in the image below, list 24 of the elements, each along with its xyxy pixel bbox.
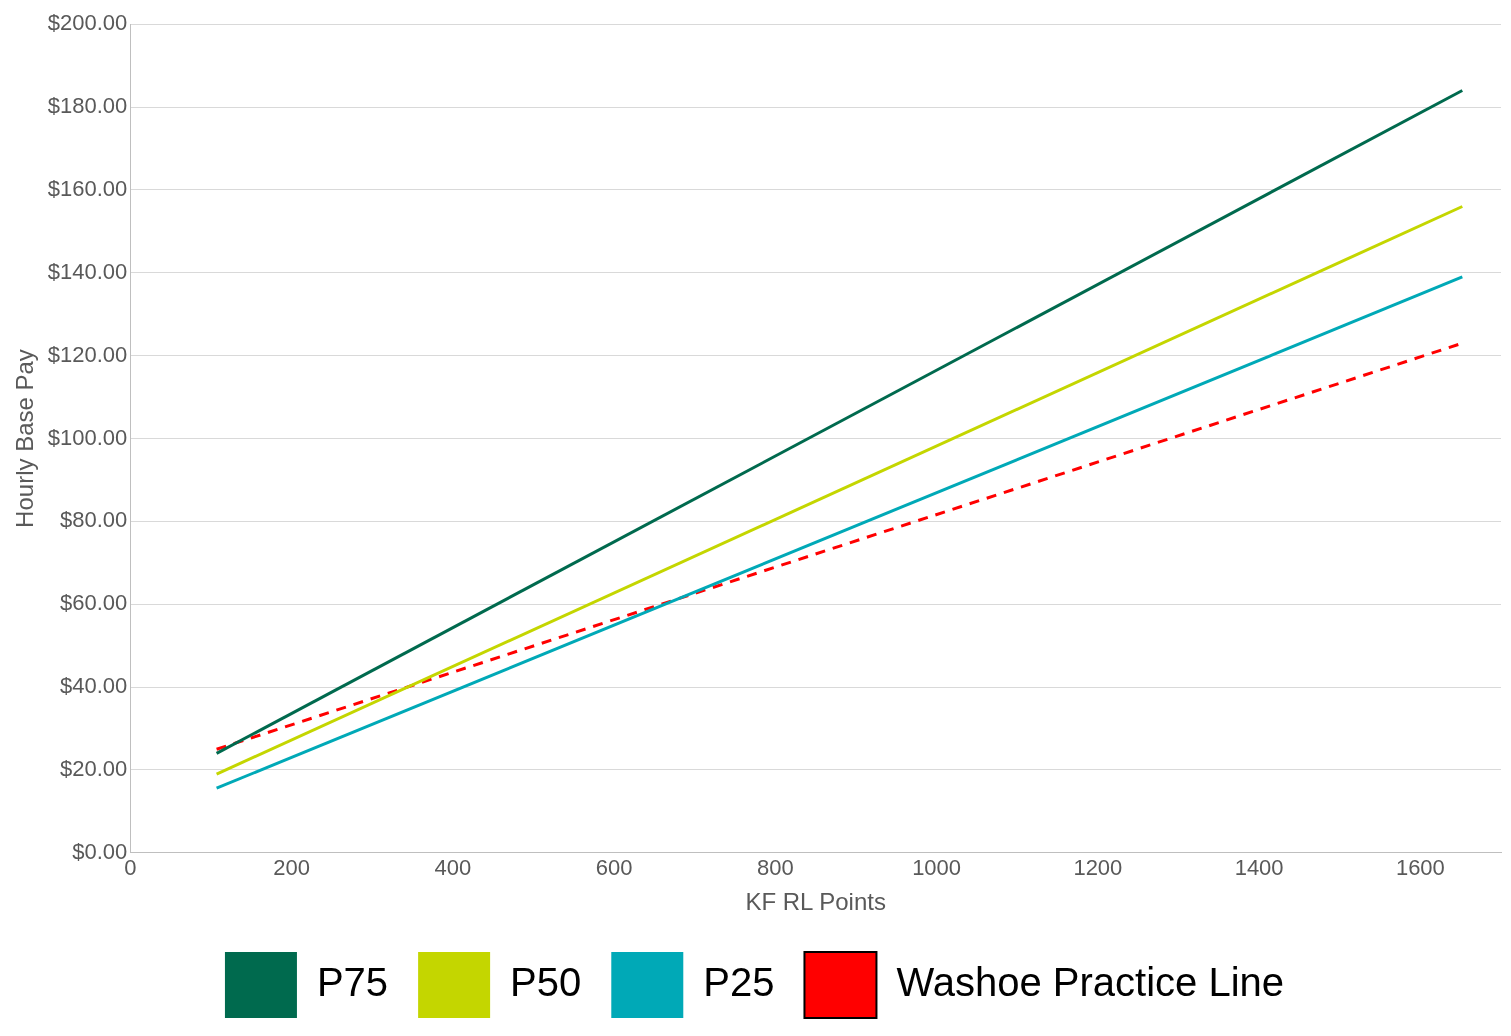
- x-tick-label: 600: [595, 855, 633, 881]
- y-tick-label: $80.00: [60, 507, 128, 533]
- y-tick-label: $140.00: [47, 258, 128, 284]
- y-tick-label: $60.00: [60, 590, 128, 616]
- y-tick-label: $160.00: [47, 175, 128, 201]
- x-tick-label: 400: [434, 855, 472, 881]
- x-tick-label: 1000: [912, 855, 962, 881]
- x-tick-label: 800: [756, 855, 794, 881]
- x-tick-label: 1400: [1234, 855, 1284, 881]
- y-tick-label: $100.00: [47, 424, 128, 450]
- legend-label: Washoe Practice Line: [896, 960, 1285, 1005]
- y-axis-title: Hourly Base Pay: [11, 349, 39, 528]
- legend-label: P25: [703, 960, 775, 1005]
- x-tick-label: 1200: [1073, 855, 1123, 881]
- y-tick-label: $180.00: [47, 93, 128, 119]
- x-tick-label: 200: [273, 855, 310, 881]
- y-tick-label: $40.00: [60, 673, 128, 699]
- x-tick-label: 1600: [1395, 855, 1445, 881]
- x-axis-title: KF RL Points: [745, 888, 886, 916]
- legend-label: P50: [510, 960, 582, 1005]
- y-tick-label: $120.00: [47, 341, 128, 367]
- legend-label: P75: [316, 960, 389, 1005]
- y-tick-label: $20.00: [60, 756, 128, 781]
- y-tick-label: $200.00: [47, 10, 128, 36]
